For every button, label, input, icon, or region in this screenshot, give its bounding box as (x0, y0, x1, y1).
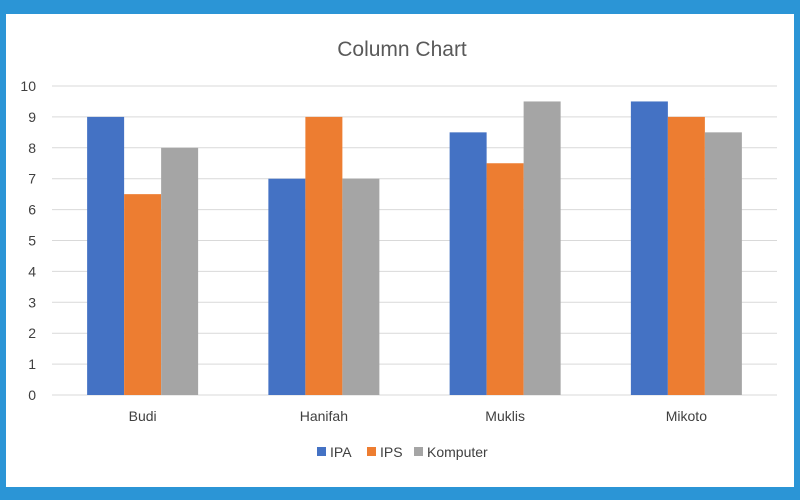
bar-ips-mikoto (667, 116, 705, 396)
y-tick-label: 8 (28, 140, 36, 156)
y-axis-ticks: 0 1 2 3 4 5 6 7 8 9 10 (20, 78, 36, 403)
x-category-label: Budi (129, 408, 157, 424)
bar-ips-muklis (486, 163, 524, 395)
legend-label-komputer: Komputer (427, 444, 488, 460)
y-tick-label: 9 (28, 109, 36, 125)
bar-ips-budi (124, 194, 162, 395)
y-tick-label: 7 (28, 171, 36, 187)
y-tick-label: 2 (28, 325, 36, 341)
x-category-label: Hanifah (300, 408, 348, 424)
x-category-label: Mikoto (666, 408, 707, 424)
y-tick-label: 3 (28, 294, 36, 310)
chart-title: Column Chart (337, 38, 467, 61)
bar-ips-hanifah (305, 116, 343, 396)
legend-label-ipa: IPA (330, 444, 352, 460)
x-axis-categories: Budi Hanifah Muklis Mikoto (129, 408, 708, 424)
bar-ipa-budi (87, 116, 125, 396)
legend-swatch-ipa (317, 447, 326, 456)
legend: IPA IPS Komputer (317, 444, 488, 460)
bar-ipa-hanifah (268, 178, 306, 395)
y-tick-label: 4 (28, 263, 36, 279)
y-tick-label: 6 (28, 202, 36, 218)
bar-komputer-budi (161, 147, 199, 395)
bar-ipa-muklis (449, 132, 487, 395)
y-tick-label: 5 (28, 233, 36, 249)
bar-komputer-muklis (523, 101, 561, 395)
y-tick-label: 10 (20, 78, 36, 94)
bar-komputer-hanifah (342, 178, 380, 395)
legend-swatch-komputer (414, 447, 423, 456)
x-category-label: Muklis (485, 408, 525, 424)
legend-label-ips: IPS (380, 444, 403, 460)
y-tick-label: 0 (28, 387, 36, 403)
y-tick-label: 1 (28, 356, 36, 372)
bars (87, 101, 742, 396)
bar-komputer-mikoto (704, 132, 742, 395)
legend-swatch-ips (367, 447, 376, 456)
bar-ipa-mikoto (630, 101, 668, 395)
